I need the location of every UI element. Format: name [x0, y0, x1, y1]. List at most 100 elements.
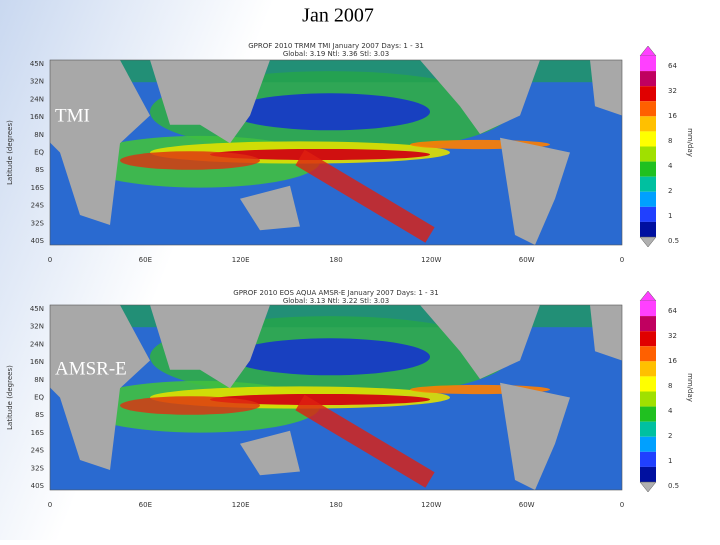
- land: [500, 137, 570, 245]
- y-tick-label: 40S: [31, 482, 45, 490]
- colorbar-arrow: [639, 236, 657, 248]
- land: [50, 60, 150, 225]
- rain-band: [230, 93, 430, 131]
- y-tick-label: EQ: [34, 149, 44, 157]
- colorbar-swatch: [640, 86, 656, 102]
- map-panel: GPROF 2010 EOS AQUA AMSR-E January 2007 …: [6, 289, 694, 509]
- colorbar-swatch: [640, 391, 656, 407]
- y-tick-label: 8S: [35, 411, 44, 419]
- colorbar-swatch: [640, 176, 656, 192]
- map-header: GPROF 2010 TRMM TMI January 2007 Days: 1…: [248, 42, 424, 50]
- y-tick-label: 8N: [34, 131, 44, 139]
- colorbar-swatch: [640, 466, 656, 482]
- land: [420, 305, 540, 379]
- y-tick-label: 24S: [31, 202, 45, 210]
- y-tick-label: 45N: [30, 305, 44, 313]
- colorbar-swatch: [640, 301, 656, 317]
- y-tick-label: 24N: [30, 95, 44, 103]
- x-tick-label: 60W: [519, 256, 535, 264]
- colorbar-tick-label: 0.5: [668, 482, 679, 490]
- x-tick-label: 180: [329, 501, 342, 509]
- rain-band: [295, 394, 435, 488]
- panel-label: AMSR-E: [55, 358, 127, 379]
- y-tick-label: 16N: [30, 113, 44, 121]
- colorbar-swatch: [640, 146, 656, 162]
- colorbar-tick-label: 2: [668, 187, 672, 195]
- map-frame: [49, 304, 623, 491]
- land: [500, 382, 570, 490]
- colorbar-label: mm/day: [686, 128, 694, 157]
- x-tick-label: 60E: [139, 256, 152, 264]
- x-tick-label: 120W: [421, 256, 441, 264]
- y-tick-label: 45N: [30, 60, 44, 68]
- colorbar-swatch: [640, 56, 656, 72]
- colorbar-tick-label: 64: [668, 62, 677, 70]
- rain-band: [210, 393, 430, 406]
- y-tick-label: 32N: [30, 78, 44, 86]
- y-tick-label: 32S: [31, 219, 45, 227]
- rain-band: [210, 148, 430, 161]
- slide-title: Jan 2007: [302, 5, 374, 27]
- rain-band: [230, 338, 430, 376]
- map-header: Global: 3.13 Ntl: 3.22 Stl: 3.03: [283, 297, 389, 305]
- land: [240, 185, 300, 231]
- rain-band: [295, 149, 435, 243]
- colorbar-swatch: [640, 421, 656, 437]
- x-tick-label: 0: [48, 501, 52, 509]
- colorbar-swatch: [640, 406, 656, 422]
- map-header: GPROF 2010 EOS AQUA AMSR-E January 2007 …: [233, 289, 438, 297]
- colorbar-tick-label: 16: [668, 357, 677, 365]
- y-tick-label: 32S: [31, 464, 45, 472]
- colorbar-tick-label: 4: [668, 407, 673, 415]
- y-tick-label: 40S: [31, 237, 45, 245]
- colorbar-tick-label: 16: [668, 112, 677, 120]
- colorbar-tick-label: 1: [668, 457, 672, 465]
- land: [240, 430, 300, 476]
- colorbar-swatch: [640, 346, 656, 362]
- colorbar-tick-label: 32: [668, 332, 677, 340]
- rain-band: [120, 396, 260, 415]
- colorbar-tick-label: 2: [668, 432, 672, 440]
- y-tick-label: 8S: [35, 166, 44, 174]
- x-tick-label: 0: [48, 256, 52, 264]
- colorbar-swatch: [640, 451, 656, 467]
- colorbar-tick-label: 1: [668, 212, 672, 220]
- colorbar-tick-label: 4: [668, 162, 673, 170]
- x-tick-label: 60E: [139, 501, 152, 509]
- x-tick-label: 0: [620, 256, 624, 264]
- colorbar-tick-label: 8: [668, 137, 672, 145]
- colorbar-arrow: [639, 481, 657, 493]
- y-axis-label: Latitude (degrees): [6, 365, 14, 430]
- land: [590, 305, 622, 361]
- map-frame: [49, 59, 623, 246]
- y-axis-label: Latitude (degrees): [6, 120, 14, 185]
- colorbar-swatch: [640, 161, 656, 177]
- x-tick-label: 60W: [519, 501, 535, 509]
- y-tick-label: 16S: [31, 429, 45, 437]
- y-tick-label: 24S: [31, 447, 45, 455]
- map-panel: GPROF 2010 TRMM TMI January 2007 Days: 1…: [6, 42, 694, 264]
- colorbar-swatch: [640, 71, 656, 87]
- land: [420, 60, 540, 134]
- colorbar-swatch: [640, 376, 656, 392]
- map-header: Global: 3.19 Ntl: 3.36 Stl: 3.03: [283, 50, 389, 58]
- land: [50, 305, 150, 470]
- colorbar-swatch: [640, 221, 656, 237]
- x-tick-label: 120E: [232, 501, 250, 509]
- colorbar-swatch: [640, 191, 656, 207]
- land: [590, 60, 622, 116]
- y-tick-label: 32N: [30, 323, 44, 331]
- land: [150, 60, 270, 144]
- colorbar-swatch: [640, 131, 656, 147]
- panel-label: TMI: [55, 105, 90, 126]
- colorbar-swatch: [640, 101, 656, 117]
- colorbar-swatch: [640, 331, 656, 347]
- land: [150, 305, 270, 389]
- x-tick-label: 120W: [421, 501, 441, 509]
- y-tick-label: 16N: [30, 358, 44, 366]
- colorbar-label: mm/day: [686, 373, 694, 402]
- y-tick-label: 16S: [31, 184, 45, 192]
- colorbar-swatch: [640, 206, 656, 222]
